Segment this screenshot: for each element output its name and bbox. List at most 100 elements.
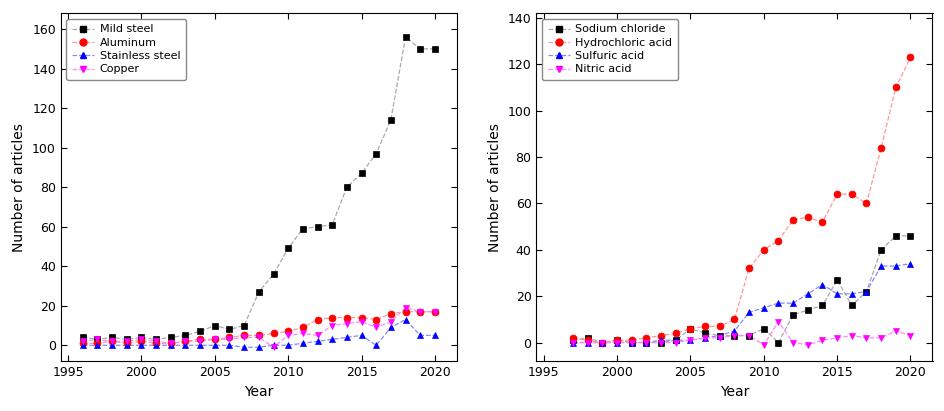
Sodium chloride <box>903 233 915 238</box>
Mild steel <box>399 35 411 39</box>
Line: Copper: Copper <box>79 304 438 351</box>
Copper <box>370 325 381 330</box>
Stainless steel <box>136 343 147 348</box>
Nitric acid <box>903 333 915 338</box>
Mild steel <box>253 289 264 294</box>
Nitric acid <box>626 340 637 345</box>
Aluminum <box>399 309 411 314</box>
Stainless steel <box>179 343 191 348</box>
Mild steel <box>414 46 426 51</box>
Sulfuric acid <box>640 340 651 345</box>
Sulfuric acid <box>772 301 784 306</box>
Sodium chloride <box>757 326 768 331</box>
Hydrochloric acid <box>845 192 856 196</box>
Copper <box>414 309 426 314</box>
Aluminum <box>194 337 206 342</box>
Aluminum <box>136 339 147 344</box>
Sulfuric acid <box>714 333 725 338</box>
Sodium chloride <box>596 340 607 345</box>
Copper <box>165 341 177 346</box>
Mild steel <box>209 323 220 328</box>
Aluminum <box>327 315 338 320</box>
Copper <box>282 333 294 338</box>
Stainless steel <box>341 335 352 340</box>
Line: Stainless steel: Stainless steel <box>79 316 438 351</box>
Mild steel <box>341 185 352 189</box>
Sodium chloride <box>714 333 725 338</box>
Sulfuric acid <box>582 340 593 345</box>
Aluminum <box>356 315 367 320</box>
Sulfuric acid <box>566 340 578 345</box>
Stainless steel <box>385 325 396 330</box>
Sulfuric acid <box>728 328 739 333</box>
Hydrochloric acid <box>786 217 798 222</box>
Nitric acid <box>728 333 739 338</box>
Stainless steel <box>282 343 294 348</box>
Hydrochloric acid <box>728 317 739 322</box>
Hydrochloric acid <box>816 219 827 224</box>
Nitric acid <box>757 342 768 347</box>
Stainless steel <box>150 343 161 348</box>
Sodium chloride <box>786 312 798 317</box>
Mild steel <box>282 246 294 251</box>
Sodium chloride <box>772 340 784 345</box>
Aluminum <box>341 315 352 320</box>
Sodium chloride <box>801 307 813 312</box>
Mild steel <box>370 151 381 156</box>
Nitric acid <box>786 340 798 345</box>
Nitric acid <box>714 335 725 340</box>
Sodium chloride <box>728 333 739 338</box>
Copper <box>253 335 264 340</box>
Sodium chloride <box>816 303 827 308</box>
Aluminum <box>165 341 177 346</box>
Copper <box>385 319 396 324</box>
Sulfuric acid <box>699 335 710 340</box>
Stainless steel <box>165 343 177 348</box>
Sodium chloride <box>582 335 593 340</box>
Hydrochloric acid <box>831 192 842 196</box>
Hydrochloric acid <box>611 338 622 343</box>
Aluminum <box>370 317 381 322</box>
Legend: Mild steel, Aluminum, Stainless steel, Copper: Mild steel, Aluminum, Stainless steel, C… <box>66 19 186 80</box>
Aluminum <box>253 333 264 338</box>
Mild steel <box>385 118 396 122</box>
Sulfuric acid <box>743 310 754 315</box>
Line: Sulfuric acid: Sulfuric acid <box>569 260 913 346</box>
Mild steel <box>77 335 89 340</box>
Aluminum <box>429 309 440 314</box>
Stainless steel <box>77 343 89 348</box>
Nitric acid <box>772 319 784 324</box>
Sodium chloride <box>669 338 681 343</box>
Hydrochloric acid <box>889 85 901 90</box>
Nitric acid <box>816 338 827 343</box>
Aluminum <box>107 339 118 344</box>
Line: Mild steel: Mild steel <box>79 34 438 343</box>
Sodium chloride <box>889 233 901 238</box>
Mild steel <box>312 224 323 229</box>
Aluminum <box>385 311 396 316</box>
Y-axis label: Number of articles: Number of articles <box>488 123 501 252</box>
Aluminum <box>267 331 278 336</box>
Mild steel <box>165 335 177 340</box>
Mild steel <box>224 327 235 332</box>
Hydrochloric acid <box>566 335 578 340</box>
Hydrochloric acid <box>714 324 725 329</box>
Stainless steel <box>414 333 426 338</box>
Hydrochloric acid <box>655 333 666 338</box>
Stainless steel <box>267 343 278 348</box>
Sodium chloride <box>626 340 637 345</box>
Line: Sodium chloride: Sodium chloride <box>569 232 913 346</box>
Stainless steel <box>92 343 103 348</box>
Sulfuric acid <box>786 301 798 306</box>
Copper <box>224 337 235 342</box>
Nitric acid <box>596 340 607 345</box>
Aluminum <box>414 309 426 314</box>
Hydrochloric acid <box>772 238 784 243</box>
Mild steel <box>194 329 206 334</box>
Copper <box>356 319 367 324</box>
Hydrochloric acid <box>903 55 915 60</box>
Copper <box>312 333 323 338</box>
Hydrochloric acid <box>626 338 637 343</box>
Hydrochloric acid <box>699 324 710 329</box>
Mild steel <box>121 337 132 342</box>
